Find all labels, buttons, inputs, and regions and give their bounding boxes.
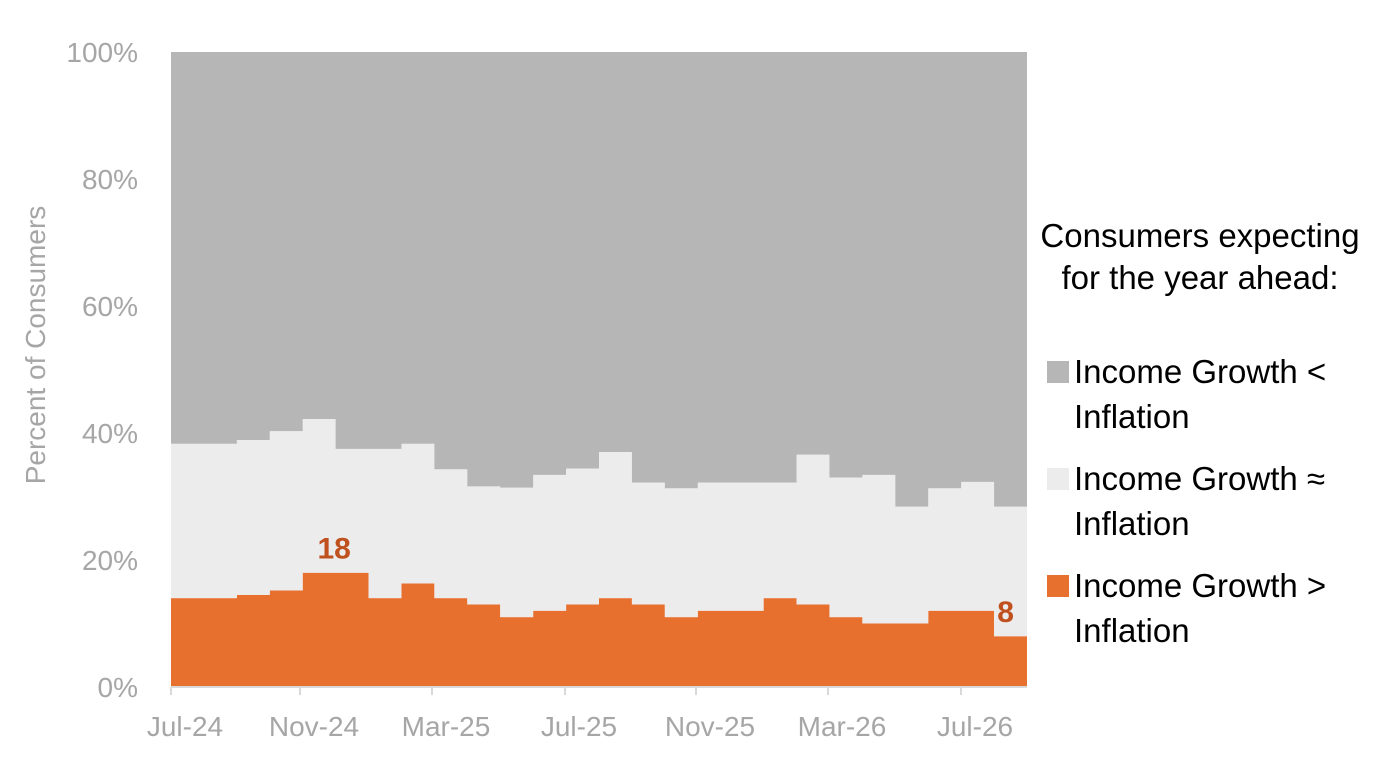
legend: Consumers expecting for the year ahead: … xyxy=(1040,215,1380,670)
stacked-area-chart: 0%20%40%60%80%100% Jul-24 Nov-24 Mar-25 Jul… xyxy=(20,37,1027,742)
x-tick-label: Mar-26 xyxy=(798,711,887,742)
y-tick-label: 100% xyxy=(66,37,138,68)
data-label: 18 xyxy=(317,533,350,566)
legend-label-above: Income Growth > Inflation xyxy=(1074,567,1327,649)
legend-label-equal: Income Growth ≈ Inflation xyxy=(1074,460,1326,542)
x-tick-labels: Jul-24 Nov-24 Mar-25 Jul-25 Nov-25 Mar-26 Jul-… xyxy=(147,711,1013,742)
x-tick-label: Jul-25 xyxy=(541,711,617,742)
x-tick-label: Nov-24 xyxy=(269,711,359,742)
x-tick-label: Nov-25 xyxy=(665,711,755,742)
x-tick-label: Mar-25 xyxy=(402,711,491,742)
y-axis-label: Percent of Consumers xyxy=(20,206,51,485)
area-series-0 xyxy=(171,572,1027,687)
y-tick-labels: 0% 20% 40% 60% 80% 100% xyxy=(66,37,138,703)
chart-areas xyxy=(171,52,1027,687)
area-series-1 xyxy=(171,419,1027,637)
legend-item-below: Income Growth < Inflation xyxy=(1040,349,1380,439)
y-tick-label: 20% xyxy=(82,545,138,576)
data-labels: 18 8 xyxy=(317,533,1013,630)
legend-swatch-equal xyxy=(1047,468,1069,490)
x-tick-label: Jul-26 xyxy=(937,711,1013,742)
chart-axes xyxy=(170,686,1027,695)
legend-title: Consumers expecting for the year ahead: xyxy=(1040,217,1360,296)
y-tick-label: 40% xyxy=(82,418,138,449)
data-label: 8 xyxy=(997,596,1014,629)
legend-swatch-above xyxy=(1047,575,1069,597)
y-tick-label: 60% xyxy=(82,291,138,322)
y-tick-label: 0% xyxy=(98,672,138,703)
legend-item-above: Income Growth > Inflation xyxy=(1040,563,1380,653)
x-tick-label: Jul-24 xyxy=(147,711,223,742)
legend-item-equal: Income Growth ≈ Inflation xyxy=(1040,456,1380,546)
y-tick-label: 80% xyxy=(82,164,138,195)
legend-swatch-below xyxy=(1047,361,1069,383)
area-series-2 xyxy=(171,52,1027,507)
legend-label-below: Income Growth < Inflation xyxy=(1074,353,1327,435)
